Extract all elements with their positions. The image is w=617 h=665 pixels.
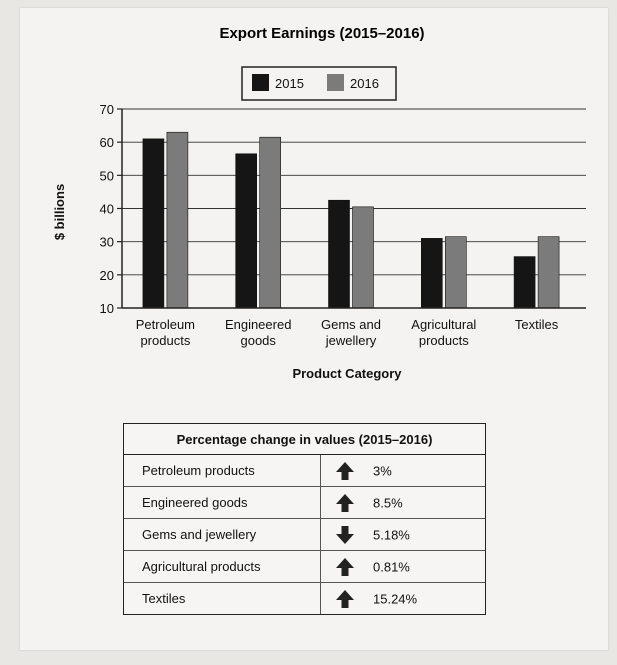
legend-swatch-2015 xyxy=(252,74,269,91)
table-row: Textiles 15.24% xyxy=(124,582,485,614)
y-axis-ticks: 10 20 30 40 50 60 70 xyxy=(100,102,122,316)
table-row: Gems and jewellery 5.18% xyxy=(124,518,485,551)
bars xyxy=(142,131,560,309)
arrow-down-icon xyxy=(335,525,355,545)
bar-2016 xyxy=(166,131,189,309)
chart-title: Export Earnings (2015–2016) xyxy=(219,25,424,42)
legend-box xyxy=(241,66,397,101)
table-row: Agricultural products 0.81% xyxy=(124,550,485,583)
x-tick-label: Textiles xyxy=(515,317,559,332)
bar-2016 xyxy=(352,206,374,309)
table-title: Percentage change in values (2015–2016) xyxy=(124,424,485,455)
table-cell-category: Petroleum products xyxy=(124,454,321,487)
percentage-value: 8.5% xyxy=(373,495,403,510)
arrow-up-icon xyxy=(335,461,355,481)
table-cell-change: 15.24% xyxy=(320,582,485,614)
legend: 2015 2016 xyxy=(241,66,397,101)
y-tick-label: 60 xyxy=(100,135,114,150)
x-tick-label: jewellery xyxy=(325,333,377,348)
percentage-value: 15.24% xyxy=(373,591,418,606)
y-axis-title: $ billions xyxy=(52,184,67,240)
table-cell-category: Gems and jewellery xyxy=(124,518,321,551)
bar-2015 xyxy=(328,199,350,309)
x-tick-label: Gems and xyxy=(321,317,381,332)
table-row: Engineered goods 8.5% xyxy=(124,486,485,519)
bar-2015 xyxy=(513,256,536,309)
bar-2016 xyxy=(444,236,467,309)
bar-2016 xyxy=(537,236,560,309)
table-cell-category: Agricultural products xyxy=(124,550,321,583)
percentage-value: 5.18% xyxy=(373,527,410,542)
y-tick-label: 50 xyxy=(100,168,114,183)
percentage-change-table: Percentage change in values (2015–2016) … xyxy=(123,423,486,615)
legend-swatch-2016 xyxy=(327,74,344,91)
table-row: Petroleum products 3% xyxy=(124,454,486,487)
x-tick-label: goods xyxy=(240,333,276,348)
x-tick-label: Petroleum xyxy=(136,317,195,332)
y-tick-label: 70 xyxy=(100,102,114,117)
bar-2016 xyxy=(259,136,282,309)
x-tick-label: Agricultural xyxy=(411,317,476,332)
legend-label-2016: 2016 xyxy=(350,76,379,91)
gridlines xyxy=(122,108,586,276)
y-tick-label: 40 xyxy=(100,202,114,217)
percentage-value: 3% xyxy=(373,463,392,478)
y-tick-label: 20 xyxy=(100,268,114,283)
arrow-up-icon xyxy=(335,589,355,609)
bar-2015 xyxy=(235,153,257,309)
x-tick-label: products xyxy=(419,333,469,348)
percentage-value: 0.81% xyxy=(373,559,410,574)
table-cell-change: 8.5% xyxy=(320,486,485,519)
x-tick-label: products xyxy=(140,333,190,348)
table-cell-category: Engineered goods xyxy=(124,486,321,519)
x-axis-title: Product Category xyxy=(292,366,402,381)
table-cell-change: 3% xyxy=(321,455,486,487)
bar-2015 xyxy=(420,238,443,309)
arrow-up-icon xyxy=(335,493,355,513)
x-tick-label: Engineered xyxy=(225,317,292,332)
arrow-up-icon xyxy=(335,557,355,577)
bar-2015 xyxy=(142,138,165,309)
y-tick-label: 10 xyxy=(100,301,114,316)
y-tick-label: 30 xyxy=(100,235,114,250)
table-cell-change: 0.81% xyxy=(320,550,485,583)
table-cell-change: 5.18% xyxy=(320,518,485,551)
bar-chart: Export Earnings (2015–2016) 2015 2016 10… xyxy=(52,25,586,381)
legend-label-2015: 2015 xyxy=(275,76,304,91)
table-cell-category: Textiles xyxy=(124,582,321,614)
